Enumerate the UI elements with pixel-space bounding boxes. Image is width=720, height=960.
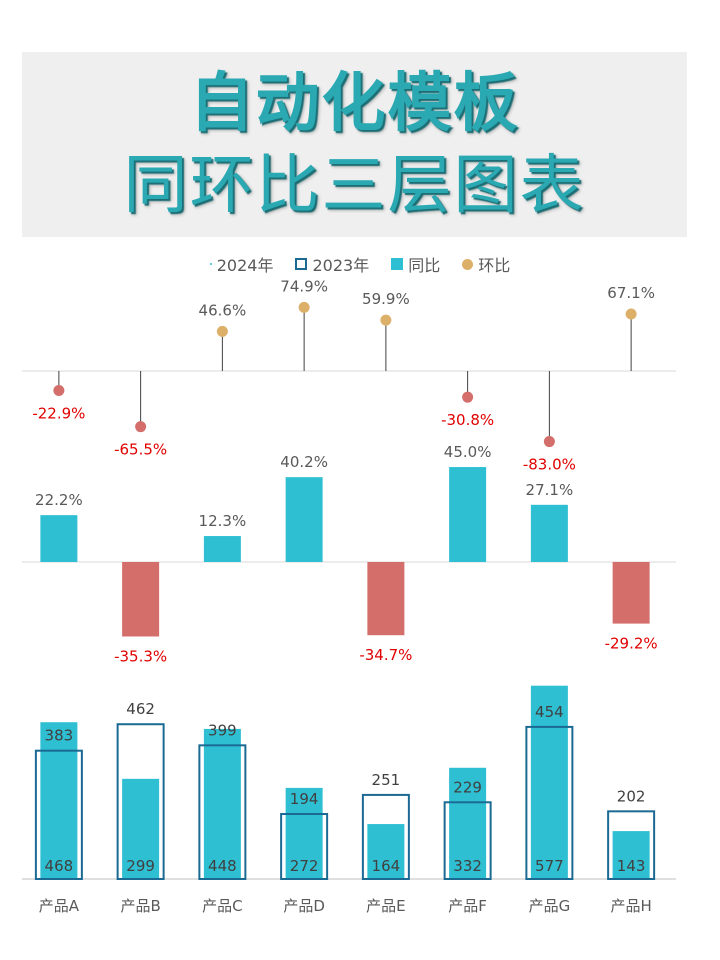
legend-item-mom: 环比 (462, 252, 510, 276)
bar-2024 (449, 767, 487, 879)
value-2023-label: 202 (617, 787, 646, 805)
bar-2024 (40, 722, 78, 879)
yoy-data-label: -29.2% (605, 635, 658, 653)
chart-title: 自动化模板 (189, 67, 520, 141)
value-2024-label: 272 (290, 857, 319, 875)
mom-data-label: -83.0% (523, 456, 576, 474)
category-label: 产品F (448, 897, 487, 915)
value-2024-label: 332 (453, 857, 482, 875)
mom-data-label: -22.9% (32, 404, 85, 422)
category-label: 产品H (610, 897, 651, 915)
yoy-data-label: 22.2% (35, 491, 83, 509)
chart-subtitle: 同环比三层图表 (123, 149, 586, 223)
value-2024-label: 164 (372, 857, 401, 875)
mom-data-label: 67.1% (607, 284, 655, 302)
title-panel: 自动化模板 同环比三层图表 (22, 52, 687, 237)
bar-2023-outline (34, 749, 83, 880)
bar-2024 (122, 778, 160, 879)
bar-2023-outline (280, 813, 329, 881)
yoy-bar (367, 562, 405, 636)
bar-2023-outline (607, 810, 656, 881)
legend-label-2024: 2024年 (216, 256, 274, 275)
yoy-bar (612, 562, 650, 624)
yoy-data-label: 40.2% (280, 453, 328, 471)
mom-data-label: -65.5% (114, 441, 167, 459)
yoy-bar (122, 562, 160, 637)
value-2024-label: 143 (617, 857, 646, 875)
category-label: 产品D (283, 897, 325, 915)
mom-point (216, 325, 228, 337)
mom-point (462, 391, 474, 403)
value-2024-label: 577 (535, 857, 564, 875)
yoy-data-label: 12.3% (199, 512, 247, 530)
yoy-data-label: -35.3% (114, 647, 167, 665)
value-2023-label: 454 (535, 703, 564, 721)
value-2023-label: 194 (290, 790, 319, 808)
legend-swatch-yoy (391, 258, 404, 270)
mom-point (380, 314, 392, 326)
mom-data-label: 46.6% (199, 301, 247, 319)
bar-2024 (203, 728, 241, 879)
yoy-data-label: 27.1% (526, 481, 574, 499)
bar-2024 (612, 831, 650, 879)
legend-swatch-2023 (295, 258, 308, 270)
bar-2023-outline (198, 744, 247, 881)
mom-data-label: 74.9% (280, 277, 328, 295)
yoy-bar (285, 477, 323, 562)
value-2023-label: 383 (45, 727, 74, 745)
value-2024-label: 299 (126, 857, 155, 875)
legend-label-mom: 环比 (478, 256, 511, 275)
legend-label-2023: 2023年 (312, 256, 370, 275)
bar-2024 (367, 824, 405, 879)
category-label: 产品G (529, 897, 571, 915)
value-2023-label: 462 (126, 700, 155, 718)
bar-2023-outline (443, 801, 492, 880)
yoy-bar (449, 467, 487, 562)
legend: 2024年 2023年 同比 环比 (0, 251, 720, 277)
yoy-bar (40, 515, 78, 562)
mom-data-label: 59.9% (362, 290, 410, 308)
mom-point (135, 421, 147, 433)
bar-2023-outline (525, 725, 574, 880)
bar-2024 (285, 787, 323, 879)
value-2024-label: 448 (208, 857, 237, 875)
category-label: 产品A (39, 897, 80, 915)
yoy-bar (203, 536, 241, 562)
category-label: 产品E (366, 897, 405, 915)
mom-point (625, 308, 637, 320)
yoy-data-label: 45.0% (444, 443, 492, 461)
category-label: 产品C (202, 897, 242, 915)
legend-item-2024: 2024年 (209, 252, 274, 276)
value-2024-label: 468 (45, 857, 74, 875)
mom-point (543, 436, 555, 448)
legend-label-yoy: 同比 (408, 256, 441, 275)
mom-point (298, 301, 310, 313)
bar-2024 (530, 685, 568, 879)
category-label: 产品B (120, 897, 160, 915)
yoy-data-label: -34.7% (359, 646, 412, 664)
bar-2023-outline (361, 793, 410, 880)
legend-item-2023: 2023年 (295, 252, 369, 276)
legend-swatch-mom (462, 258, 474, 270)
legend-swatch-2024 (209, 263, 212, 265)
value-2023-label: 251 (372, 771, 401, 789)
value-2023-label: 399 (208, 721, 237, 739)
yoy-bar (530, 504, 568, 562)
legend-item-yoy: 同比 (391, 252, 440, 276)
bar-2023-outline (116, 723, 165, 880)
value-2023-label: 229 (453, 778, 482, 796)
mom-data-label: -30.8% (441, 411, 494, 429)
mom-point (53, 384, 65, 396)
